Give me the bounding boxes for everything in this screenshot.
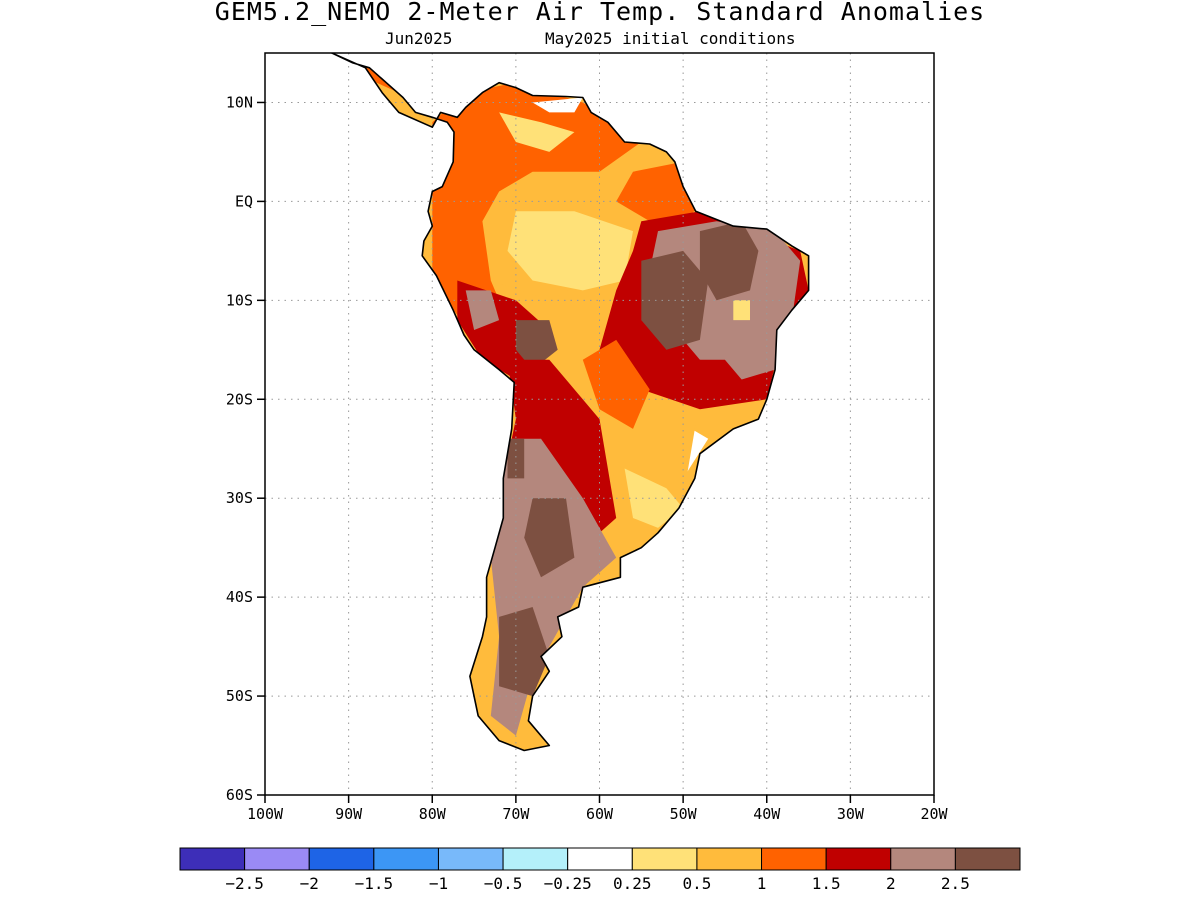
colorbar-label: 0.5 — [682, 874, 711, 893]
anomaly-orinoco-0-25 — [499, 112, 575, 152]
colorbar-swatch — [761, 847, 827, 871]
colorbar-swatch — [631, 847, 698, 871]
lon-tick-label: 60W — [586, 805, 614, 823]
colorbar-swatch — [890, 847, 956, 871]
colorbar-label: −0.25 — [544, 874, 592, 893]
colorbar-label: 0.25 — [613, 874, 652, 893]
anomaly-mg-1-5 — [683, 359, 750, 400]
colorbar-label: 2 — [886, 874, 896, 893]
lon-tick-label: 20W — [920, 805, 948, 823]
colorbar-swatch — [437, 847, 504, 871]
lon-tick-label: 100W — [247, 805, 284, 823]
colorbar-label: 2.5 — [941, 874, 970, 893]
coastline — [329, 53, 810, 752]
colorbar-label: 1.5 — [812, 874, 841, 893]
lat-tick-label: 10N — [226, 93, 253, 111]
anomaly-bolivia-2-5 — [515, 320, 558, 370]
colorbar-label: −2 — [300, 874, 319, 893]
colorbar: −2.5 −2 −1.5 −1 −0.5 −0.25 0.25 0.5 1 1.5 2 2.5 — [179, 847, 1021, 893]
lat-tick-label: 10S — [226, 291, 253, 309]
lat-tick-label: 60S — [226, 786, 253, 804]
lat-tick-label: EQ — [235, 192, 253, 210]
anomaly-patagonia-2-5 — [499, 607, 550, 697]
lat-tick-label: 50S — [226, 687, 253, 705]
colorbar-label: −2.5 — [225, 874, 264, 893]
anomaly-northwest-1 — [432, 82, 642, 350]
anomaly-mexico-1-5 — [298, 33, 332, 48]
anomaly-nordeste-2-5 — [699, 221, 759, 301]
colorbar-label: −1 — [429, 874, 448, 893]
anomaly-coast-0-5 — [532, 97, 583, 113]
colorbar-swatch — [373, 847, 439, 871]
lon-tick-label: 90W — [335, 805, 363, 823]
lon-tick-label: 50W — [670, 805, 698, 823]
initial-conditions-label: May2025 initial conditions — [545, 29, 796, 48]
forecast-month: Jun2025 — [385, 29, 453, 48]
colorbar-label: −1.5 — [355, 874, 394, 893]
colorbar-label: 1 — [757, 874, 767, 893]
anomaly-uruguay-0-25 — [624, 468, 684, 528]
lon-tick-label: 80W — [419, 805, 447, 823]
map-title: GEM5.2_NEMO 2-Meter Air Temp. Standard A… — [214, 0, 986, 26]
colorbar-swatch — [696, 847, 763, 871]
anomaly-central-1 — [582, 339, 650, 429]
lon-tick-label: 40W — [753, 805, 781, 823]
anomaly-amazon-0-25 — [507, 211, 633, 291]
colorbar-swatch — [567, 847, 633, 871]
colorbar-swatch — [244, 847, 310, 871]
gridlines — [265, 53, 934, 795]
colorbar-swatch — [308, 847, 375, 871]
anomaly-white-patch — [733, 300, 750, 321]
lon-tick-label: 30W — [837, 805, 865, 823]
anomaly-andes-2-5 — [507, 438, 525, 479]
colorbar-swatch — [825, 847, 892, 871]
lat-tick-label: 30S — [226, 489, 253, 507]
coastline-layer — [329, 53, 810, 752]
colorbar-swatch — [954, 847, 1021, 871]
lat-tick-label: 20S — [226, 390, 253, 408]
colorbar-label: −0.5 — [484, 874, 523, 893]
colorbar-swatch — [179, 847, 246, 871]
colorbar-swatch — [502, 847, 569, 871]
anomaly-cuyo-2-5 — [524, 498, 575, 578]
lat-tick-label: 40S — [226, 588, 253, 606]
lon-tick-label: 70W — [502, 805, 530, 823]
